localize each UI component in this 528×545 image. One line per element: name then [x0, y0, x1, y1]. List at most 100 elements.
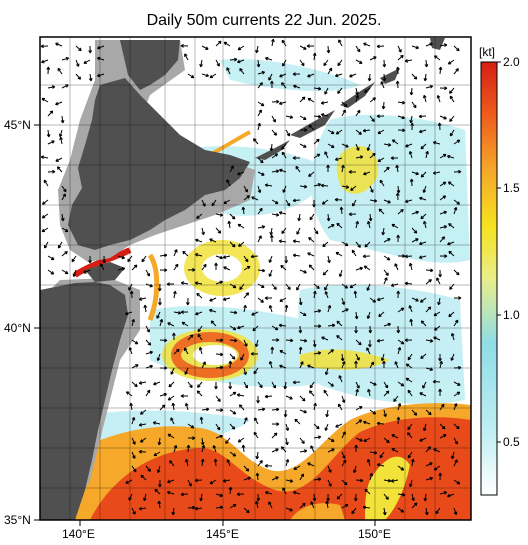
current-arrow [366, 143, 371, 151]
current-arrow [229, 310, 238, 315]
current-arrow [419, 196, 427, 201]
current-arrow [411, 227, 418, 234]
current-arrow [241, 444, 246, 453]
current-arrow [418, 129, 427, 134]
current-arrow [396, 185, 401, 194]
current-arrow [394, 263, 399, 271]
current-arrow [383, 437, 390, 444]
current-arrow [433, 465, 441, 471]
current-arrow [391, 448, 399, 453]
current-arrow [299, 184, 308, 189]
current-arrow [229, 451, 237, 457]
current-arrow [377, 157, 385, 163]
current-arrow [257, 225, 266, 229]
current-arrow [243, 417, 248, 425]
current-arrow [57, 67, 63, 75]
current-arrow [222, 479, 231, 483]
current-arrow [250, 351, 259, 356]
current-arrow [439, 403, 445, 411]
current-arrow [327, 304, 332, 313]
current-arrow [278, 211, 287, 215]
current-arrow [241, 206, 246, 215]
current-arrow [299, 128, 308, 132]
current-arrow [215, 59, 220, 67]
current-arrow [334, 73, 343, 78]
current-arrow [450, 451, 455, 460]
current-arrow [408, 479, 413, 488]
current-arrow [327, 448, 335, 453]
current-arrow [312, 199, 316, 208]
current-arrow [355, 143, 360, 151]
current-arrow [229, 241, 236, 248]
current-arrow [397, 402, 402, 411]
current-arrow [383, 143, 392, 147]
current-arrow [253, 138, 259, 145]
current-arrow [326, 213, 331, 222]
current-arrow [223, 266, 231, 271]
current-arrow [341, 283, 349, 289]
current-arrow [281, 151, 287, 159]
current-arrow [296, 283, 301, 291]
current-arrow [324, 87, 329, 95]
current-arrow [299, 409, 307, 414]
current-arrow [131, 507, 136, 515]
current-arrow [420, 213, 427, 220]
current-arrow [341, 459, 347, 467]
current-arrow [257, 185, 262, 194]
current-arrow [404, 58, 413, 63]
current-arrow [336, 222, 343, 229]
current-arrow [60, 213, 65, 222]
current-arrow [143, 304, 148, 313]
current-arrow [394, 361, 399, 369]
current-arrow [200, 458, 205, 467]
current-arrow [215, 505, 224, 510]
current-arrow [327, 323, 336, 328]
current-arrow [237, 171, 245, 176]
current-arrow [201, 73, 210, 78]
current-arrow [405, 363, 413, 369]
current-arrow [327, 349, 334, 355]
current-arrow [72, 269, 77, 277]
current-arrow [215, 227, 222, 234]
current-arrow [439, 254, 448, 258]
current-arrow [183, 347, 189, 355]
current-arrow [138, 381, 147, 385]
current-arrow [243, 255, 249, 263]
current-arrow [153, 381, 161, 386]
current-arrow [355, 266, 364, 271]
current-arrow [355, 478, 364, 483]
current-arrow [292, 253, 301, 258]
current-arrow [181, 321, 189, 327]
current-arrow [391, 434, 399, 439]
current-arrow [312, 493, 317, 502]
current-arrow [283, 381, 288, 390]
current-arrow [264, 296, 273, 300]
current-arrow [453, 139, 461, 145]
current-arrow [425, 462, 433, 467]
current-arrow [281, 227, 287, 235]
current-arrow [229, 213, 236, 220]
current-arrow [257, 171, 265, 176]
current-arrow [201, 407, 210, 412]
current-arrow [239, 283, 245, 291]
current-arrow [237, 437, 245, 443]
current-arrow [351, 507, 357, 515]
current-arrow [198, 346, 203, 355]
current-arrow [159, 366, 168, 370]
current-arrow [397, 115, 405, 120]
current-arrow [153, 451, 161, 457]
colorbar-tick-2-0: 2.0 [503, 55, 520, 69]
current-arrow [407, 389, 413, 397]
current-arrow [420, 143, 427, 150]
current-arrow [257, 460, 263, 467]
current-arrow [380, 353, 385, 362]
current-arrow [131, 381, 138, 388]
current-arrow [447, 241, 455, 246]
current-arrow [215, 255, 223, 260]
current-arrow [425, 409, 432, 416]
current-arrow [299, 143, 307, 148]
current-arrow [47, 269, 55, 275]
current-arrow [369, 450, 378, 455]
current-arrow [395, 80, 400, 89]
current-vectors [40, 38, 462, 516]
